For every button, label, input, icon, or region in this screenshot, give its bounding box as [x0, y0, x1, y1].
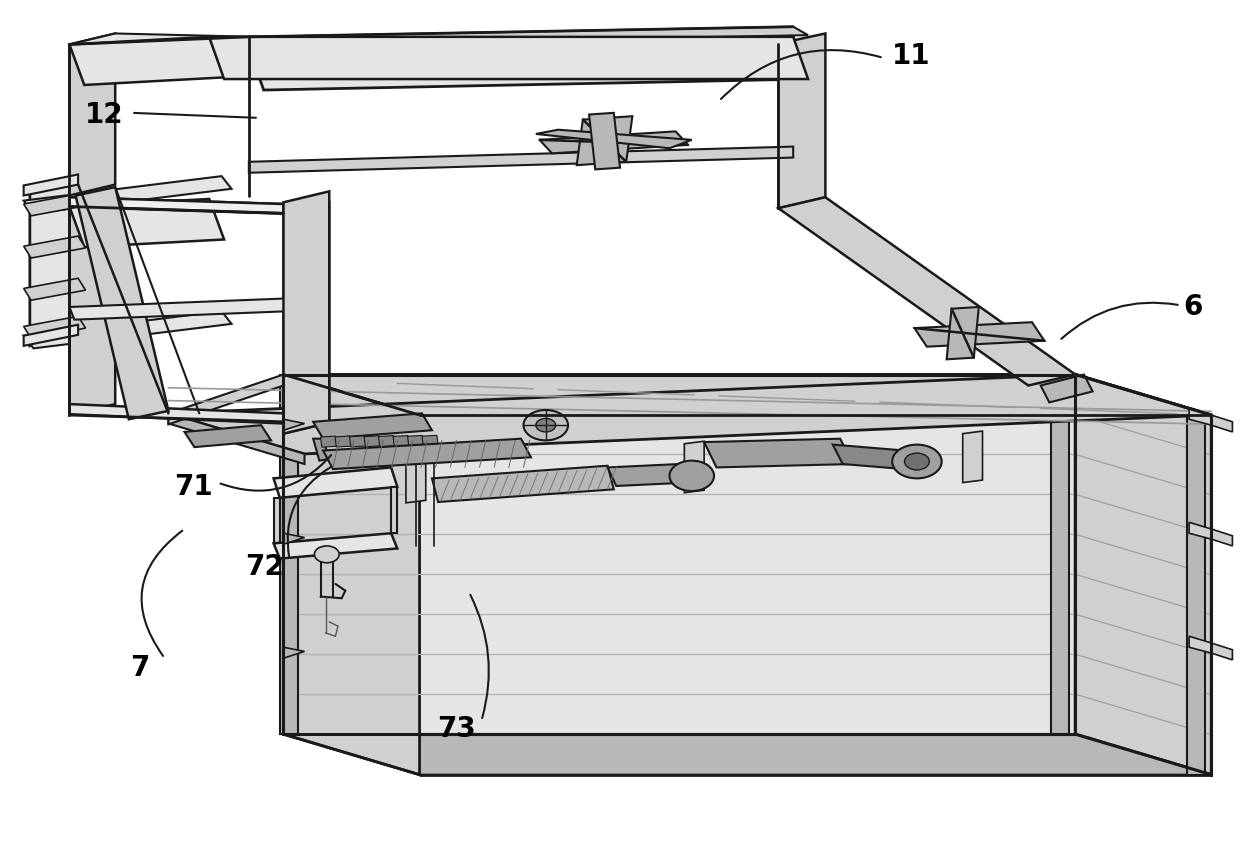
Polygon shape — [284, 734, 1211, 775]
Circle shape — [523, 410, 568, 440]
Polygon shape — [249, 37, 808, 90]
Polygon shape — [1050, 374, 1069, 734]
Polygon shape — [24, 176, 232, 213]
Polygon shape — [249, 27, 808, 45]
Polygon shape — [274, 498, 280, 544]
Polygon shape — [284, 647, 305, 658]
Polygon shape — [422, 435, 438, 446]
Polygon shape — [779, 197, 1075, 385]
Polygon shape — [393, 435, 409, 446]
Polygon shape — [405, 451, 425, 503]
Polygon shape — [1075, 374, 1211, 775]
Polygon shape — [69, 37, 224, 85]
Polygon shape — [24, 324, 78, 346]
Polygon shape — [69, 196, 115, 415]
Polygon shape — [284, 534, 305, 545]
Circle shape — [904, 453, 929, 470]
Polygon shape — [1189, 523, 1233, 546]
Polygon shape — [608, 464, 688, 486]
Polygon shape — [391, 487, 397, 534]
Circle shape — [536, 418, 556, 432]
Polygon shape — [284, 374, 419, 775]
Text: 71: 71 — [174, 473, 212, 501]
Polygon shape — [24, 316, 86, 338]
Polygon shape — [69, 404, 284, 424]
Polygon shape — [1189, 636, 1233, 660]
Polygon shape — [779, 34, 826, 208]
Polygon shape — [432, 466, 614, 502]
Circle shape — [315, 546, 340, 562]
Polygon shape — [833, 445, 914, 470]
Polygon shape — [169, 413, 305, 464]
Polygon shape — [24, 236, 86, 258]
Polygon shape — [577, 116, 632, 165]
Polygon shape — [589, 113, 620, 169]
Polygon shape — [210, 37, 808, 79]
Text: 11: 11 — [892, 42, 930, 70]
Polygon shape — [684, 441, 704, 493]
Circle shape — [670, 461, 714, 491]
Polygon shape — [321, 436, 337, 447]
Polygon shape — [69, 197, 299, 214]
Polygon shape — [314, 439, 330, 461]
Polygon shape — [69, 34, 255, 47]
Polygon shape — [536, 130, 692, 148]
Polygon shape — [335, 436, 351, 447]
Polygon shape — [1189, 408, 1233, 432]
Polygon shape — [30, 174, 78, 346]
Polygon shape — [314, 413, 432, 439]
Polygon shape — [284, 374, 1211, 415]
Polygon shape — [249, 147, 794, 173]
Circle shape — [893, 445, 941, 479]
Polygon shape — [378, 435, 394, 446]
Polygon shape — [69, 34, 115, 196]
Polygon shape — [1040, 374, 1092, 402]
Polygon shape — [284, 202, 330, 434]
Text: 72: 72 — [246, 553, 284, 581]
Polygon shape — [24, 279, 86, 300]
Polygon shape — [408, 435, 424, 446]
Text: 6: 6 — [1183, 293, 1203, 321]
Polygon shape — [946, 307, 978, 359]
Polygon shape — [274, 468, 397, 498]
Text: 12: 12 — [84, 102, 124, 130]
Polygon shape — [365, 436, 381, 446]
Polygon shape — [284, 419, 305, 430]
Polygon shape — [324, 439, 531, 469]
Polygon shape — [284, 191, 330, 434]
Polygon shape — [280, 374, 299, 734]
Polygon shape — [169, 374, 284, 424]
Polygon shape — [1187, 415, 1205, 775]
Polygon shape — [962, 431, 982, 483]
Text: 7: 7 — [130, 655, 150, 683]
Polygon shape — [69, 197, 284, 213]
Polygon shape — [24, 311, 232, 348]
Polygon shape — [274, 534, 397, 558]
Polygon shape — [914, 322, 1044, 346]
Polygon shape — [284, 374, 1075, 734]
Polygon shape — [350, 436, 366, 447]
Text: 73: 73 — [438, 715, 476, 743]
Polygon shape — [24, 194, 86, 216]
Polygon shape — [704, 439, 853, 468]
Polygon shape — [69, 199, 224, 247]
Polygon shape — [69, 298, 289, 319]
Polygon shape — [76, 187, 169, 419]
Polygon shape — [539, 131, 688, 153]
Polygon shape — [185, 425, 272, 447]
Polygon shape — [24, 174, 78, 196]
Polygon shape — [169, 374, 1211, 454]
